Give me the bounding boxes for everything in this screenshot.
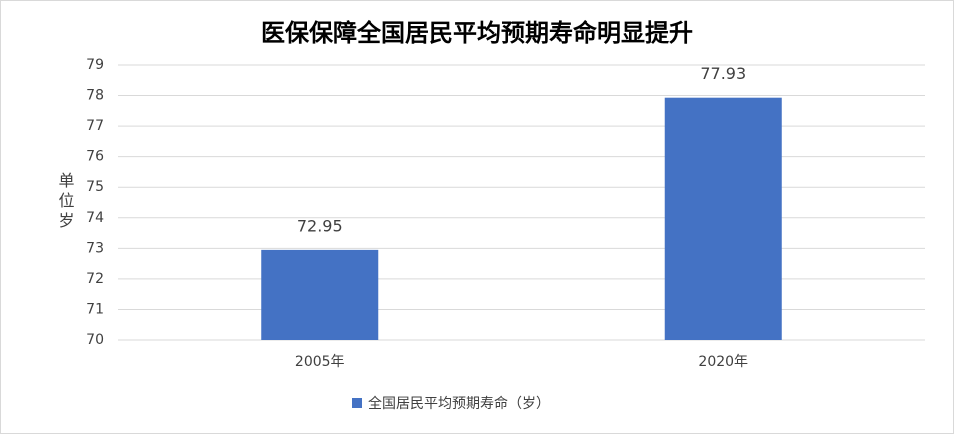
x-tick-label: 2005年 xyxy=(295,354,345,370)
y-tick-label: 71 xyxy=(86,301,104,317)
y-tick-label: 76 xyxy=(86,149,104,165)
value-label: 77.93 xyxy=(700,64,746,83)
y-tick-label: 73 xyxy=(86,240,104,256)
legend-label: 全国居民平均预期寿命（岁） xyxy=(368,395,550,412)
value-label: 72.95 xyxy=(297,216,343,235)
y-tick-label: 78 xyxy=(86,88,104,104)
y-axis-label: 单位岁 xyxy=(56,172,75,232)
legend-swatch xyxy=(352,398,362,408)
y-tick-label: 70 xyxy=(86,332,104,348)
y-tick-label: 72 xyxy=(86,271,104,287)
chart-title: 医保保障全国居民平均预期寿命明显提升 xyxy=(261,19,693,47)
x-tick-label: 2020年 xyxy=(698,354,748,370)
y-tick-label: 74 xyxy=(86,210,104,226)
y-tick-label: 77 xyxy=(86,118,104,134)
bar xyxy=(664,97,782,340)
bar xyxy=(261,249,379,340)
y-tick-label: 79 xyxy=(86,57,104,73)
y-tick-label: 75 xyxy=(86,179,104,195)
